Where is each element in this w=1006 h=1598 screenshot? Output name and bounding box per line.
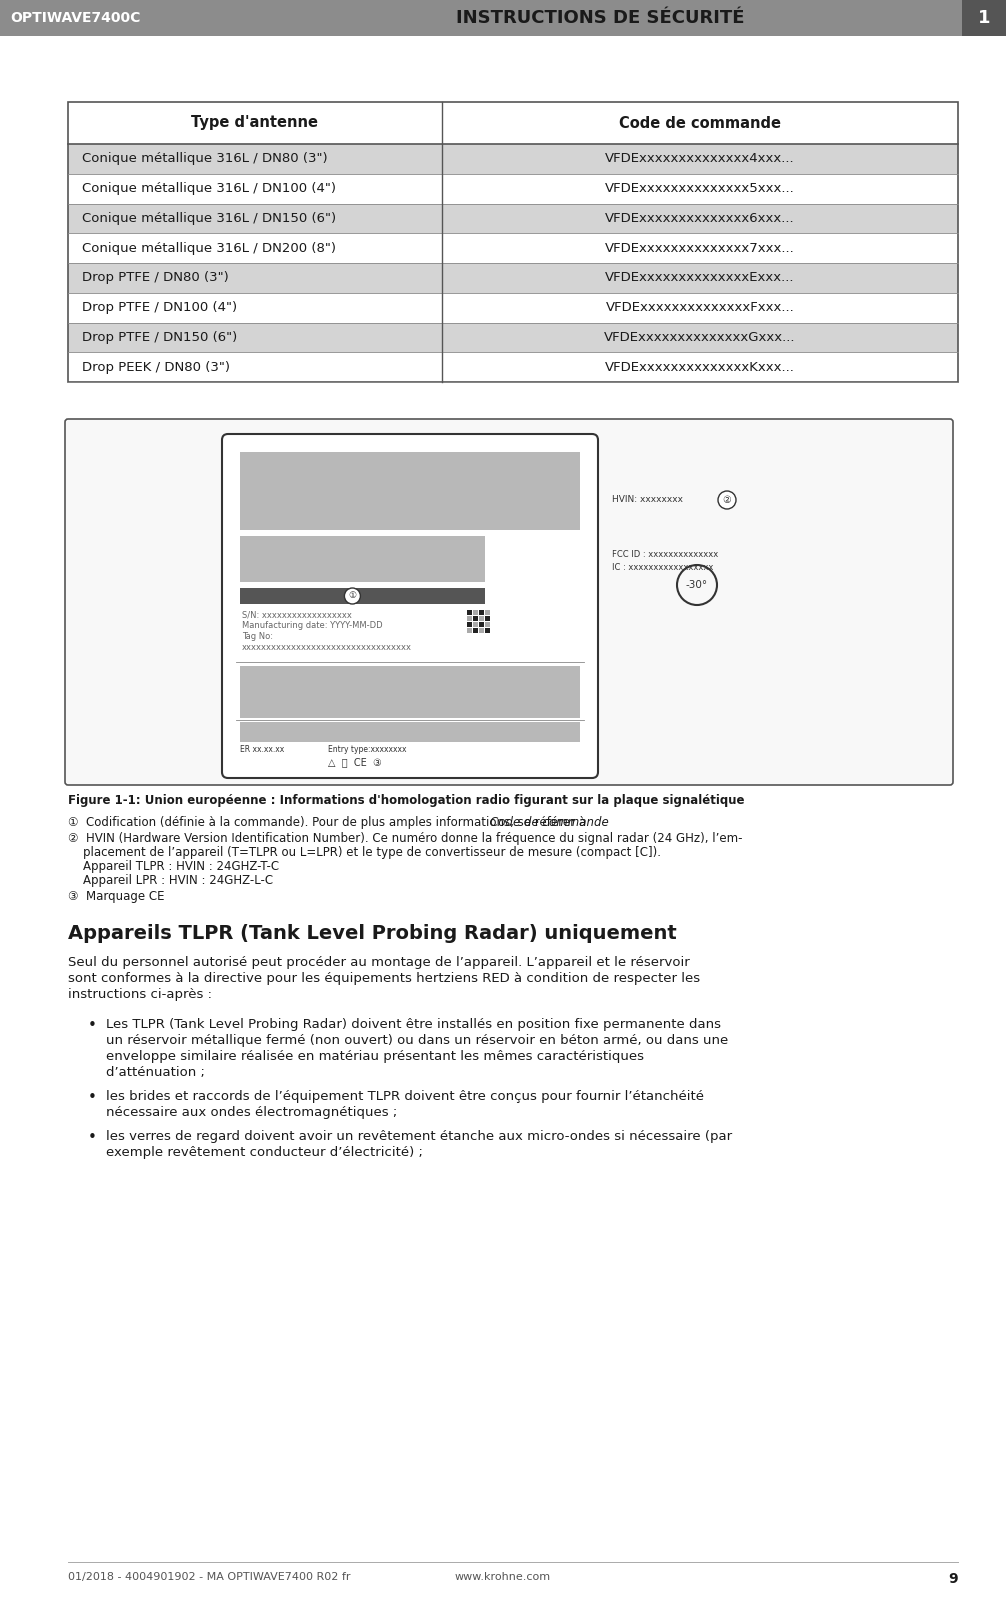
Text: d’atténuation ;: d’atténuation ; [106, 1066, 205, 1079]
Text: ①: ① [348, 591, 356, 601]
Text: Tag No:: Tag No: [242, 631, 273, 641]
Text: placement de l’appareil (T=TLPR ou L=LPR) et le type de convertisseur de mesure : placement de l’appareil (T=TLPR ou L=LPR… [68, 845, 661, 860]
Bar [68, 144, 958, 174]
Bar [68, 102, 958, 382]
Text: Appareil TLPR : HVIN : 24GHZ-T-C: Appareil TLPR : HVIN : 24GHZ-T-C [68, 860, 279, 873]
Bar [0, 0, 1006, 37]
Bar [68, 292, 958, 323]
Text: sont conformes à la directive pour les équipements hertziens RED à condition de : sont conformes à la directive pour les é… [68, 972, 700, 984]
Text: Code de commande: Code de commande [619, 115, 781, 131]
Bar [68, 203, 958, 233]
Bar [962, 0, 1006, 37]
Bar [68, 102, 958, 144]
Bar [479, 615, 484, 622]
Text: Conique métallique 316L / DN100 (4"): Conique métallique 316L / DN100 (4") [82, 182, 336, 195]
Circle shape [344, 588, 360, 604]
Text: ③  Marquage CE: ③ Marquage CE [68, 890, 165, 903]
Text: instructions ci-après :: instructions ci-après : [68, 988, 212, 1000]
Bar [467, 628, 472, 633]
Text: ②  HVIN (Hardware Version Identification Number). Ce numéro donne la fréquence d: ② HVIN (Hardware Version Identification … [68, 833, 742, 845]
Text: 9: 9 [949, 1572, 958, 1585]
Text: VFDExxxxxxxxxxxxxx4xxx...: VFDExxxxxxxxxxxxxx4xxx... [605, 152, 795, 165]
Text: Seul du personnel autorisé peut procéder au montage de l’appareil. L’appareil et: Seul du personnel autorisé peut procéder… [68, 956, 690, 968]
Text: les brides et raccords de l’équipement TLPR doivent être conçus pour fournir l’é: les brides et raccords de l’équipement T… [106, 1090, 704, 1103]
Text: VFDExxxxxxxxxxxxxxFxxx...: VFDExxxxxxxxxxxxxxFxxx... [606, 300, 795, 315]
Text: △  ⎙  CE  ③: △ ⎙ CE ③ [328, 757, 381, 767]
Text: 01/2018 - 4004901902 - MA OPTIWAVE7400 R02 fr: 01/2018 - 4004901902 - MA OPTIWAVE7400 R… [68, 1572, 350, 1582]
Text: Figure 1-1: Union européenne : Informations d'homologation radio figurant sur la: Figure 1-1: Union européenne : Informati… [68, 794, 744, 807]
Bar [467, 615, 472, 622]
Text: S/N: xxxxxxxxxxxxxxxxxx: S/N: xxxxxxxxxxxxxxxxxx [242, 610, 352, 618]
Text: Drop PTFE / DN80 (3"): Drop PTFE / DN80 (3") [82, 272, 228, 284]
Circle shape [718, 491, 736, 510]
Text: 1: 1 [978, 10, 990, 27]
Bar [473, 628, 478, 633]
Text: Appareils TLPR (Tank Level Probing Radar) uniquement: Appareils TLPR (Tank Level Probing Radar… [68, 924, 677, 943]
FancyBboxPatch shape [65, 419, 953, 785]
Text: •: • [88, 1130, 97, 1146]
Text: xxxxxxxxxxxxxxxxxxxxxxxxxxxxxxxxxx: xxxxxxxxxxxxxxxxxxxxxxxxxxxxxxxxxx [242, 642, 412, 652]
Bar [473, 615, 478, 622]
Bar [467, 610, 472, 615]
Bar [467, 622, 472, 626]
Text: VFDExxxxxxxxxxxxxxKxxx...: VFDExxxxxxxxxxxxxxKxxx... [605, 361, 795, 374]
Bar [465, 607, 493, 636]
Bar [240, 722, 580, 741]
Text: •: • [88, 1018, 97, 1032]
Text: VFDExxxxxxxxxxxxxx6xxx...: VFDExxxxxxxxxxxxxx6xxx... [605, 213, 795, 225]
Text: ②: ② [722, 495, 731, 505]
Bar [240, 452, 580, 531]
Bar [479, 628, 484, 633]
Text: ER xx.xx.xx: ER xx.xx.xx [240, 746, 285, 754]
Bar [240, 535, 485, 582]
FancyBboxPatch shape [222, 435, 598, 778]
Text: Code de commande: Code de commande [490, 817, 610, 829]
Text: Drop PTFE / DN100 (4"): Drop PTFE / DN100 (4") [82, 300, 237, 315]
Text: VFDExxxxxxxxxxxxxxGxxx...: VFDExxxxxxxxxxxxxxGxxx... [605, 331, 796, 344]
Bar [240, 588, 485, 604]
Bar [485, 615, 490, 622]
Text: Conique métallique 316L / DN80 (3"): Conique métallique 316L / DN80 (3") [82, 152, 328, 165]
Text: Manufacturing date: YYYY-MM-DD: Manufacturing date: YYYY-MM-DD [242, 622, 382, 630]
Bar [68, 352, 958, 382]
Bar [479, 610, 484, 615]
Text: Les TLPR (Tank Level Probing Radar) doivent être installés en position fixe perm: Les TLPR (Tank Level Probing Radar) doiv… [106, 1018, 721, 1031]
Text: enveloppe similaire réalisée en matériau présentant les mêmes caractéristiques: enveloppe similaire réalisée en matériau… [106, 1050, 644, 1063]
Bar [68, 233, 958, 264]
Text: Appareil LPR : HVIN : 24GHZ-L-C: Appareil LPR : HVIN : 24GHZ-L-C [68, 874, 273, 887]
Bar [485, 610, 490, 615]
Bar [473, 610, 478, 615]
Bar [485, 622, 490, 626]
Text: VFDExxxxxxxxxxxxxxExxx...: VFDExxxxxxxxxxxxxxExxx... [606, 272, 795, 284]
Text: -30°: -30° [686, 580, 708, 590]
Text: nécessaire aux ondes électromagnétiques ;: nécessaire aux ondes électromagnétiques … [106, 1106, 397, 1119]
Text: Drop PTFE / DN150 (6"): Drop PTFE / DN150 (6") [82, 331, 237, 344]
Text: OPTIWAVE7400C: OPTIWAVE7400C [10, 11, 141, 26]
Bar [68, 323, 958, 352]
Text: FCC ID : xxxxxxxxxxxxxx: FCC ID : xxxxxxxxxxxxxx [612, 550, 718, 559]
Text: •: • [88, 1090, 97, 1104]
Text: Conique métallique 316L / DN150 (6"): Conique métallique 316L / DN150 (6") [82, 213, 336, 225]
Text: Conique métallique 316L / DN200 (8"): Conique métallique 316L / DN200 (8") [82, 241, 336, 254]
Bar [240, 666, 580, 718]
Bar [68, 174, 958, 203]
Bar [479, 622, 484, 626]
Text: Entry type:xxxxxxxx: Entry type:xxxxxxxx [328, 746, 406, 754]
Bar [473, 622, 478, 626]
Text: exemple revêtement conducteur d’électricité) ;: exemple revêtement conducteur d’électric… [106, 1146, 423, 1159]
Text: un réservoir métallique fermé (non ouvert) ou dans un réservoir en béton armé, o: un réservoir métallique fermé (non ouver… [106, 1034, 728, 1047]
Text: HVIN: xxxxxxxx: HVIN: xxxxxxxx [612, 495, 683, 505]
Bar [485, 628, 490, 633]
Text: Type d'antenne: Type d'antenne [191, 115, 319, 131]
Text: les verres de regard doivent avoir un revêtement étanche aux micro-ondes si néce: les verres de regard doivent avoir un re… [106, 1130, 732, 1143]
Text: ①  Codification (définie à la commande). Pour de plus amples informations, se ré: ① Codification (définie à la commande). … [68, 817, 590, 829]
Text: www.krohne.com: www.krohne.com [455, 1572, 551, 1582]
Bar [68, 264, 958, 292]
Text: INSTRUCTIONS DE SÉCURITÉ: INSTRUCTIONS DE SÉCURITÉ [456, 10, 744, 27]
Text: Drop PEEK / DN80 (3"): Drop PEEK / DN80 (3") [82, 361, 230, 374]
Text: VFDExxxxxxxxxxxxxx5xxx...: VFDExxxxxxxxxxxxxx5xxx... [605, 182, 795, 195]
Text: IC : xxxxxxxxxxxxxxxxx: IC : xxxxxxxxxxxxxxxxx [612, 562, 713, 572]
Text: VFDExxxxxxxxxxxxxx7xxx...: VFDExxxxxxxxxxxxxx7xxx... [605, 241, 795, 254]
